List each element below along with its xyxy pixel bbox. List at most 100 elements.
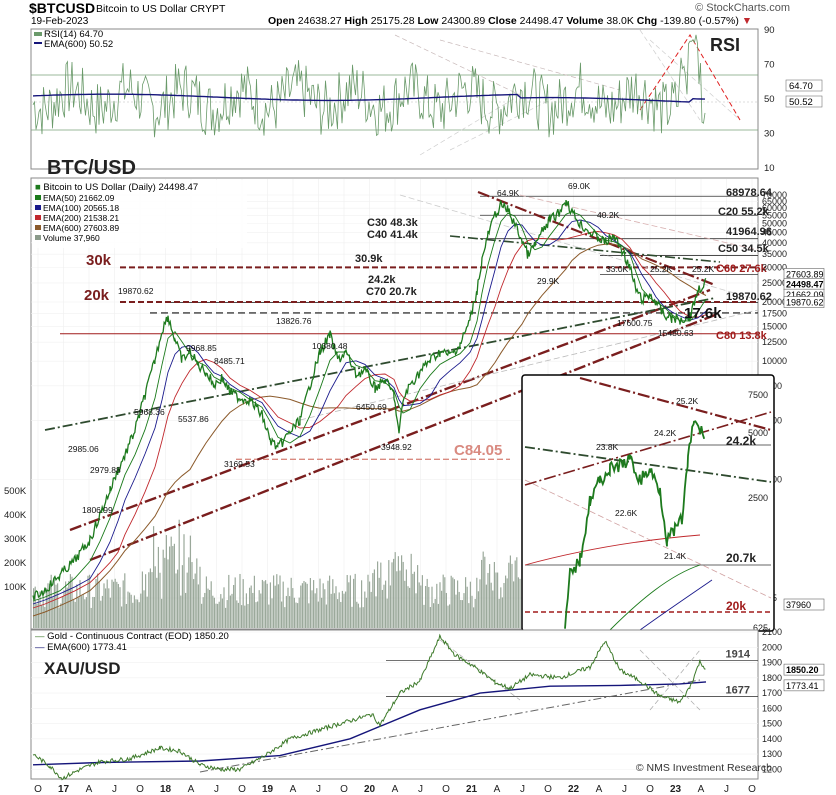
volume-bar	[509, 555, 511, 628]
price-annotation: 2979.88	[90, 465, 121, 475]
volume-bar	[489, 564, 491, 628]
legend-swatch	[35, 205, 41, 210]
volume-bar	[287, 587, 289, 628]
volume-bar	[266, 583, 268, 628]
volume-bar	[397, 556, 399, 628]
volume-bar	[52, 597, 54, 628]
volume-bar	[442, 574, 444, 628]
ohlc-summary: Open 24638.27 High 25175.28 Low 24300.89…	[268, 15, 752, 27]
volume-bar	[348, 582, 350, 628]
x-tick-label: O	[340, 784, 348, 795]
gold-tick-label: 1800	[762, 673, 782, 683]
inset-annotation: 21.4K	[664, 551, 687, 561]
volume-bar	[229, 595, 231, 628]
volume-bar	[420, 585, 422, 628]
x-axis: O 17 A J O 18 A J O 19 A J O 20 A J O 21 A J O 22 A J O 23 A J O	[34, 784, 756, 795]
volume-bar	[276, 574, 278, 628]
volume-bar	[117, 583, 119, 628]
btc-panel-title: BTC/USD	[47, 157, 136, 179]
rsi-tick-label: 70	[764, 60, 775, 71]
volume-bar	[479, 579, 481, 628]
gold-panel-title: XAU/USD	[44, 659, 121, 678]
rsi-trendlines	[394, 29, 741, 156]
volume-bar	[133, 595, 135, 628]
ema100-line	[32, 219, 707, 605]
volume-bar	[233, 584, 235, 628]
btc-tick-label: 15000	[762, 322, 787, 332]
volume-bar	[301, 583, 303, 628]
btc-legend-bg	[32, 180, 247, 248]
btc-trendline	[299, 309, 759, 421]
level-label: 24.2k	[368, 274, 396, 286]
volume-bar	[506, 578, 508, 628]
x-tick-label: 18	[160, 784, 172, 795]
volume-bar	[241, 605, 243, 628]
volume-bar	[306, 583, 308, 628]
volume-bar	[212, 595, 214, 628]
level-label: C50 34.5k	[718, 243, 770, 255]
rsi-last-value: 64.70	[789, 81, 813, 92]
x-tick-label: 22	[568, 784, 580, 795]
volume-bar	[79, 580, 81, 628]
volume-bar	[468, 603, 470, 628]
btc-legend: ■ Bitcoin to US Dollar (Daily) 24498.47 …	[32, 180, 247, 248]
volume-bar	[445, 592, 447, 628]
volume-bar	[172, 546, 174, 628]
volume-bar	[413, 571, 415, 628]
volume-bar	[431, 586, 433, 628]
price-annotation: 19870.62	[118, 286, 154, 296]
rsi-tick-label: 30	[764, 129, 775, 140]
btc-volume-bars	[33, 519, 521, 628]
volume-bar	[273, 575, 275, 628]
volume-tick-label: 400K	[4, 510, 27, 521]
volume-bar	[309, 578, 311, 628]
price-annotation: 25.2K	[692, 264, 715, 274]
volume-bar	[185, 592, 187, 628]
volume-bar	[447, 605, 449, 628]
volume-bar	[146, 596, 148, 628]
gold-tick-label: 1300	[762, 749, 782, 759]
volume-bar	[463, 593, 465, 628]
volume-bar	[223, 587, 225, 628]
volume-bar	[452, 577, 454, 628]
volume-bar	[201, 603, 203, 628]
volume-bar	[106, 579, 108, 628]
gold-guide	[639, 649, 701, 711]
watermark: © StockCharts.com	[695, 2, 790, 14]
volume-bar	[113, 581, 115, 628]
price-annotation: 5968.36	[134, 407, 165, 417]
volume-bar	[418, 582, 420, 628]
x-tick-label: O	[238, 784, 246, 795]
volume-bar	[274, 585, 276, 628]
volume-bar	[204, 592, 206, 628]
volume-bar	[140, 593, 142, 628]
volume-bar	[412, 573, 414, 628]
volume-bar	[345, 591, 347, 628]
volume-bar	[383, 584, 385, 628]
price-annotation: 6450.69	[356, 402, 387, 412]
volume-bar	[237, 602, 239, 628]
volume-bar	[186, 572, 188, 628]
volume-bar	[410, 553, 412, 628]
btc-tick-label: 25000	[762, 278, 787, 288]
inset-price-line	[564, 420, 706, 629]
volume-bar	[511, 563, 513, 628]
rsi-ema-badge-box	[785, 95, 823, 108]
rsi-last-badge: 64.70 50.52	[785, 79, 823, 108]
level-label: C84.05	[454, 442, 502, 459]
volume-bar	[519, 578, 521, 628]
volume-bar	[164, 557, 166, 628]
x-tick-label: A	[392, 784, 399, 795]
volume-bar	[199, 566, 201, 628]
volume-bar	[108, 588, 110, 628]
btc-trendline	[89, 313, 716, 562]
volume-bar	[495, 572, 497, 628]
volume-bar	[338, 592, 340, 628]
legend-item: EMA(200) 21538.21	[43, 213, 119, 223]
volume-bar	[271, 598, 273, 628]
volume-bar	[375, 596, 377, 628]
volume-bar	[396, 571, 398, 628]
volume-bar	[457, 580, 459, 628]
btc-level-labels: 68978.64 C20 55.2k 41964.96 C50 34.5k C60 27…	[84, 187, 773, 459]
volume-bar	[138, 602, 140, 628]
